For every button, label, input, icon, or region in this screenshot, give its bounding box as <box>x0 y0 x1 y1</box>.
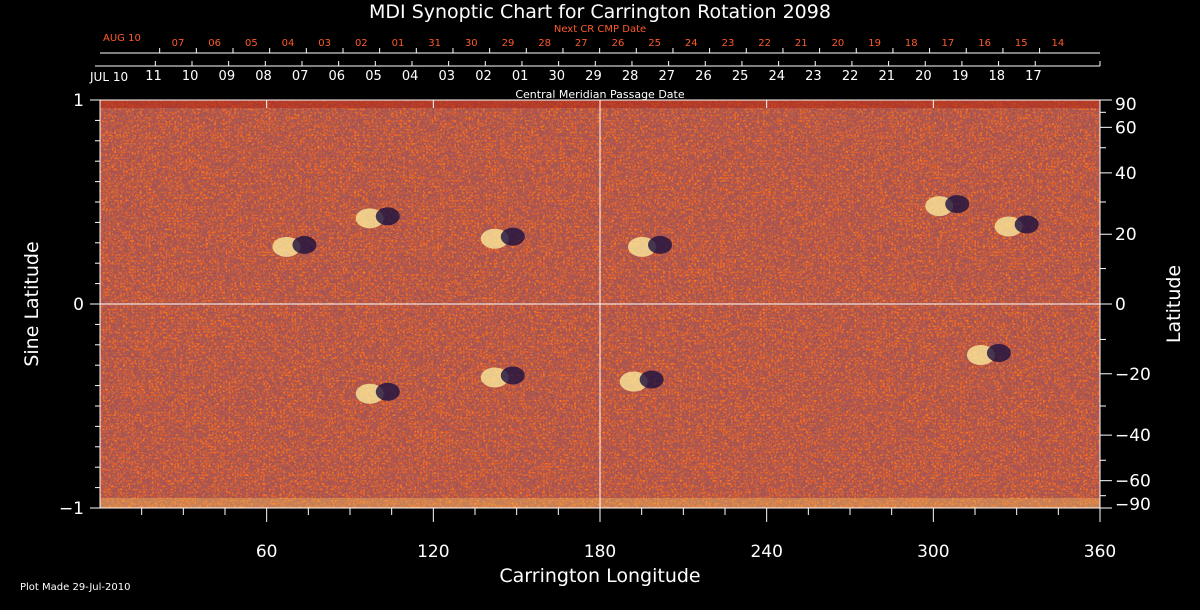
next-cmp-date-label: 18 <box>905 38 918 49</box>
next-cmp-date-label: 27 <box>575 38 588 49</box>
cmp-date-label: 26 <box>695 69 712 84</box>
next-cmp-date-label: 25 <box>648 38 661 49</box>
active-region-negative <box>500 227 525 246</box>
y-axis-left-label: Sine Latitude <box>21 241 43 366</box>
top-axis-label: Central Meridian Passage Date <box>515 88 684 101</box>
next-cmp-date-label: 14 <box>1052 38 1065 49</box>
cmp-date-label: 22 <box>842 69 859 84</box>
cmp-date-label: 01 <box>512 69 529 84</box>
cmp-date-label: 03 <box>439 69 456 84</box>
cmp-date-label: 05 <box>365 69 382 84</box>
active-region-negative <box>986 344 1011 362</box>
y-tick-label-right: 40 <box>1115 164 1137 184</box>
next-cmp-date-label: 23 <box>722 38 735 49</box>
next-cmp-date-label: 29 <box>502 38 515 49</box>
cmp-date-label: 06 <box>329 69 346 84</box>
cmp-date-label: 19 <box>952 69 969 84</box>
y-tick-label-right: −20 <box>1115 365 1151 385</box>
cmp-date-label: 23 <box>805 69 822 84</box>
next-cmp-date-axis: 07 06 05 04 03 02 01 31 30 29 28 27 26 25 24 23 22 21 20 19… <box>100 38 1100 54</box>
cmp-date-label: 17 <box>1025 69 1042 84</box>
next-cmp-date-label: 30 <box>465 38 478 49</box>
cmp-date-label: 28 <box>622 69 639 84</box>
cmp-date-label: 11 <box>145 69 162 84</box>
active-region-negative <box>945 195 970 214</box>
active-region-negative <box>648 235 672 254</box>
next-cmp-date-label: 28 <box>538 38 551 49</box>
y-tick-label-left: −1 <box>59 499 84 519</box>
next-cmp-date-label: 05 <box>245 38 258 49</box>
y-tick-label-left: 0 <box>73 295 84 315</box>
cmp-date-label: 02 <box>475 69 492 84</box>
y-axis-right: 90 60 40 20 0 −20 −40 −60 −90 <box>1100 95 1151 515</box>
x-tick-label: 300 <box>917 542 949 562</box>
y-tick-label-right: −90 <box>1115 495 1151 515</box>
next-cmp-date-label: 24 <box>685 38 698 49</box>
x-axis-ticks: 60 120 180 240 300 360 <box>256 100 1116 562</box>
active-region-negative <box>500 366 525 385</box>
cmp-date-label: 08 <box>255 69 272 84</box>
active-region-negative <box>1014 215 1039 234</box>
active-region-negative <box>375 382 400 401</box>
y-tick-label-right: −60 <box>1115 472 1151 492</box>
cmp-date-label: 10 <box>182 69 199 84</box>
x-tick-label: 240 <box>750 542 782 562</box>
x-tick-label: 180 <box>584 542 616 562</box>
active-regions <box>272 195 1039 404</box>
y-tick-label-right: 20 <box>1115 225 1137 245</box>
top-axis-start-label: JUL 10 <box>89 70 128 84</box>
next-cmp-date-label: 06 <box>208 38 221 49</box>
cmp-date-label: 27 <box>659 69 676 84</box>
x-axis-minor-ticks <box>141 508 1059 515</box>
active-region-negative <box>292 235 317 254</box>
next-cmp-date-label: 15 <box>1015 38 1028 49</box>
cmp-date-label: 07 <box>292 69 309 84</box>
next-cmp-date-label: 01 <box>392 38 405 49</box>
x-tick-label: 360 <box>1084 542 1116 562</box>
cmp-date-label: 25 <box>732 69 749 84</box>
next-cmp-date-label: 21 <box>795 38 808 49</box>
next-cmp-date-label: 19 <box>868 38 881 49</box>
next-axis-start-label: AUG 10 <box>103 33 141 44</box>
cmp-date-label: 24 <box>768 69 785 84</box>
cmp-date-label: 21 <box>878 69 895 84</box>
cmp-date-label: 20 <box>915 69 932 84</box>
cmp-date-label: 18 <box>988 69 1005 84</box>
cmp-date-label: 30 <box>549 69 566 84</box>
y-tick-label-right: −40 <box>1115 426 1151 446</box>
next-cmp-date-label: 04 <box>282 38 295 49</box>
cmp-date-label: 09 <box>219 69 236 84</box>
next-cmp-date-label: 26 <box>612 38 625 49</box>
next-cmp-date-label: 20 <box>832 38 845 49</box>
plot-made-label: Plot Made 29-Jul-2010 <box>20 582 130 593</box>
next-cmp-date-label: 22 <box>758 38 771 49</box>
next-cmp-date-label: 07 <box>172 38 185 49</box>
next-cmp-date-label: 17 <box>942 38 955 49</box>
y-tick-label-right: 90 <box>1115 95 1137 115</box>
active-region-negative <box>375 207 400 226</box>
active-region-negative <box>639 370 664 389</box>
y-tick-label-right: 60 <box>1115 118 1137 138</box>
y-tick-label-left: 1 <box>73 91 84 111</box>
cmp-date-axis: 11 10 09 08 07 06 05 04 03 02 01 30 29 28 27 26 25 24 23 22… <box>95 61 1101 84</box>
x-tick-label: 60 <box>256 542 278 562</box>
next-cmp-date-label: 03 <box>318 38 331 49</box>
next-axis-label: Next CR CMP Date <box>554 24 646 35</box>
chart-title: MDI Synoptic Chart for Carrington Rotati… <box>369 1 831 23</box>
x-tick-label: 120 <box>417 542 449 562</box>
next-cmp-date-label: 16 <box>978 38 991 49</box>
y-axis-right-label: Latitude <box>1163 265 1185 343</box>
cmp-date-label: 29 <box>585 69 602 84</box>
y-tick-label-right: 0 <box>1115 295 1126 315</box>
next-cmp-date-label: 31 <box>428 38 441 49</box>
x-axis-label: Carrington Longitude <box>499 565 700 587</box>
plot-area <box>100 100 1100 508</box>
next-cmp-date-label: 02 <box>355 38 368 49</box>
y-axis-left: −1 0 1 <box>59 91 100 519</box>
cmp-date-label: 04 <box>402 69 419 84</box>
